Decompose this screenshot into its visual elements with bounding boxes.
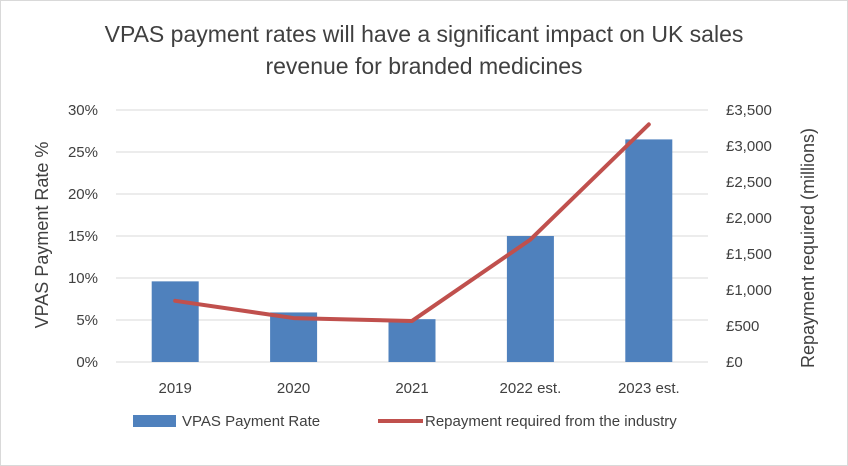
- left-tick-label: 5%: [76, 312, 98, 329]
- left-tick-label: 15%: [68, 228, 98, 245]
- x-tick-label: 2023 est.: [618, 380, 680, 397]
- x-tick-label: 2020: [277, 380, 310, 397]
- right-tick-label: £1,500: [726, 246, 772, 263]
- left-tick-label: 10%: [68, 270, 98, 287]
- bar: [625, 139, 673, 362]
- right-tick-label: £2,000: [726, 210, 772, 227]
- line-series: [173, 122, 651, 323]
- left-tick-label: 20%: [68, 186, 98, 203]
- legend-label-bar: VPAS Payment Rate: [182, 413, 320, 430]
- left-tick-label: 30%: [68, 102, 98, 119]
- bar: [151, 281, 199, 362]
- bar: [506, 236, 554, 362]
- left-axis-ticks: 0% 5% 10% 15% 20% 25% 30%: [68, 102, 98, 371]
- x-axis-ticks: 2019 2020 2021 2022 est. 2023 est.: [159, 380, 680, 397]
- chart-title: VPAS payment rates will have a significa…: [104, 21, 744, 79]
- right-tick-label: £3,000: [726, 138, 772, 155]
- legend-swatch-bar: [133, 415, 176, 427]
- right-tick-label: £0: [726, 354, 743, 371]
- bar: [388, 319, 436, 362]
- left-tick-label: 0%: [76, 354, 98, 371]
- right-tick-label: £2,500: [726, 174, 772, 191]
- x-tick-label: 2022 est.: [500, 380, 562, 397]
- legend: VPAS Payment Rate Repayment required fro…: [133, 413, 677, 430]
- legend-label-line: Repayment required from the industry: [425, 413, 677, 430]
- x-tick-label: 2019: [159, 380, 192, 397]
- x-tick-label: 2021: [395, 380, 428, 397]
- repayment-line: [173, 122, 651, 323]
- bar: [270, 312, 318, 362]
- right-tick-label: £1,000: [726, 282, 772, 299]
- left-axis-title: VPAS Payment Rate %: [32, 142, 52, 329]
- bar-series: [151, 139, 673, 362]
- right-axis-title: Repayment required (millions): [798, 128, 818, 368]
- left-tick-label: 25%: [68, 144, 98, 161]
- right-tick-label: £500: [726, 318, 759, 335]
- right-tick-label: £3,500: [726, 102, 772, 119]
- right-axis-ticks: £0 £500 £1,000 £1,500 £2,000 £2,500 £3,000 £3,5…: [726, 102, 772, 371]
